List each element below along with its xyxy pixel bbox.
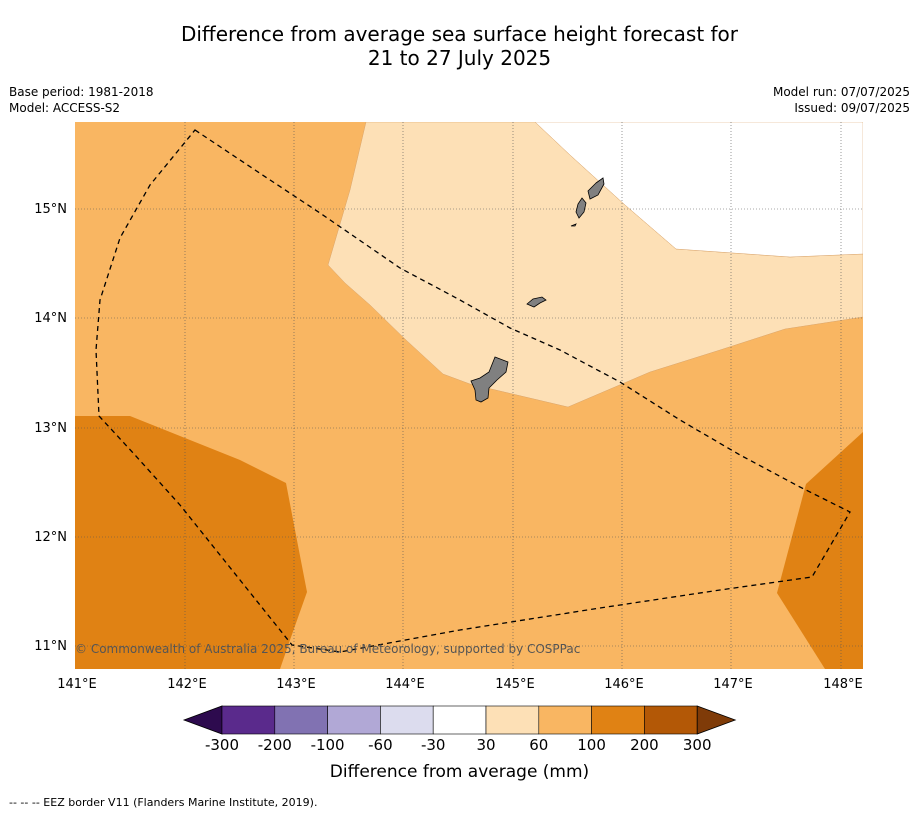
tinian-island [575,197,587,219]
graticule [75,122,863,669]
eez-footnote: -- -- -- EEZ border V11 (Flanders Marine… [9,796,318,809]
anomaly-region-below-30 [534,122,863,258]
meta-left: Base period: 1981-2018 Model: ACCESS-S2 [9,84,154,116]
longitude-label: 145°E [495,677,535,692]
chart-title: Difference from average sea surface heig… [0,22,919,70]
colorbar-tick-label: -100 [311,736,345,754]
longitude-label: 147°E [713,677,753,692]
colorbar-extend-low [182,705,223,735]
longitude-label: 148°E [823,677,863,692]
colorbar-tick-label: 60 [529,736,548,754]
latitude-label: 14°N [34,311,67,326]
colorbar-segment [432,705,487,735]
latitude-label: 15°N [34,202,67,217]
colorbar-segment [538,705,592,735]
model-label: Model: ACCESS-S2 [9,101,121,115]
eez-border [95,129,851,653]
colorbar-extend-high [696,705,737,735]
colorbar-segment [327,705,381,735]
aguijan-island [570,223,577,227]
anomaly-region-100-200-west [75,416,307,669]
colorbar-tick-label: 200 [630,736,659,754]
colorbar-segment [485,705,540,735]
title-line-1: Difference from average sea surface heig… [180,22,739,46]
colorbar-tick-labels: -300 -200 -100 -60 -30 30 60 100 200 300 [205,736,712,754]
longitude-label: 144°E [385,677,425,692]
colorbar-segment [591,705,645,735]
longitude-label: 146°E [604,677,644,692]
map-area: © Commonwealth of Australia 2025, Bureau… [75,122,863,669]
longitude-label: 142°E [167,677,207,692]
colorbar-tick-label: 100 [577,736,606,754]
latitude-labels: 15°N 14°N 13°N 12°N 11°N [34,202,67,654]
colorbar-tick-label: -30 [421,736,446,754]
guam-island [470,356,509,403]
colorbar-tick-label: -60 [368,736,393,754]
colorbar-tick-label: 30 [476,736,495,754]
anomaly-region-100-200-east [777,432,863,669]
latitude-label: 13°N [34,421,67,436]
base-period-label: Base period: 1981-2018 [9,85,154,99]
colorbar-title: Difference from average (mm) [329,762,590,782]
meta-right: Model run: 07/07/2025 Issued: 09/07/2025 [773,84,910,116]
colorbar-segment [221,705,276,735]
saipan-island [587,177,605,200]
title-line-2: 21 to 27 July 2025 [367,46,552,70]
colorbar-segment [380,705,434,735]
map-figure: © Commonwealth of Australia 2025, Bureau… [34,122,863,754]
latitude-label: 11°N [34,639,67,654]
longitude-labels: 141°E 142°E 143°E 144°E 145°E 146°E 147°E 148°E [57,677,863,692]
longitude-label: 143°E [276,677,316,692]
colorbar-tick-label: -200 [258,736,292,754]
longitude-label: 141°E [57,677,97,692]
copyright-label: © Commonwealth of Australia 2025, Bureau… [75,642,580,656]
model-run-label: Model run: 07/07/2025 [772,85,910,99]
colorbar [182,705,737,735]
rota-island [526,296,547,308]
issued-label: Issued: 09/07/2025 [794,101,910,115]
colorbar-segment [274,705,328,735]
colorbar-tick-label: 300 [683,736,712,754]
latitude-label: 12°N [34,530,67,545]
colorbar-segment [644,705,698,735]
colorbar-tick-label: -300 [205,736,239,754]
